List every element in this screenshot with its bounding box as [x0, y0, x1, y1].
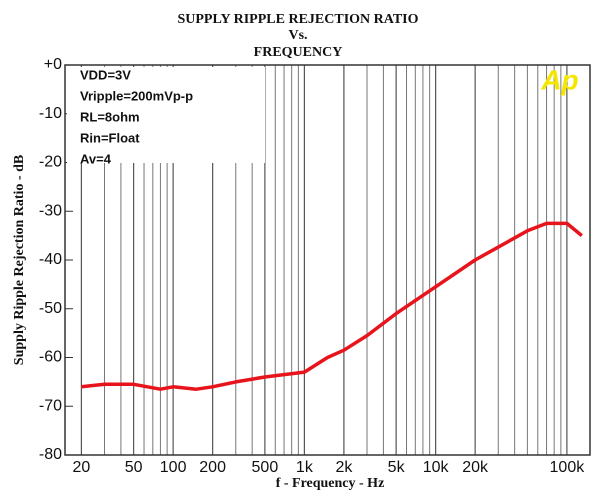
x-tick-label: 20k	[462, 459, 489, 476]
x-tick-label: 100	[160, 459, 187, 476]
x-tick-label: 1k	[296, 459, 314, 476]
y-tick-label: +0	[44, 56, 62, 73]
annotation: RL=8ohm	[80, 109, 140, 124]
annotation-box	[67, 67, 265, 163]
x-tick-label: 20	[72, 459, 90, 476]
y-tick-label: -30	[39, 202, 62, 219]
annotation: Vripple=200mVp-p	[80, 88, 193, 103]
x-tick-label: 5k	[388, 459, 406, 476]
y-tick-label: -40	[39, 251, 62, 268]
x-tick-label: 500	[252, 459, 279, 476]
x-tick-label: 2k	[335, 459, 353, 476]
data-line	[81, 221, 583, 391]
x-tick-label: 200	[199, 459, 226, 476]
y-axis-label: Supply Ripple Rejection Ratio - dB	[12, 155, 27, 365]
logo: Ap	[540, 64, 578, 95]
plot-frame	[64, 64, 591, 456]
y-tick-label: -50	[39, 300, 62, 317]
x-tick-label: 10k	[423, 459, 450, 476]
y-tick-label: -80	[39, 446, 62, 463]
y-tick-label: -60	[39, 349, 62, 366]
x-tick-label: 50	[125, 459, 143, 476]
x-tick-label: 100k	[550, 459, 586, 476]
chart-title: FREQUENCY	[254, 45, 343, 60]
x-axis-label: f - Frequency - Hz	[276, 476, 385, 491]
y-tick-label: -70	[39, 397, 62, 414]
annotation: VDD=3V	[80, 67, 131, 82]
y-tick-label: -20	[39, 154, 62, 171]
chart-title: SUPPLY RIPPLE REJECTION RATIO	[177, 12, 418, 27]
annotation: Av=4	[80, 151, 112, 166]
y-tick-label: -10	[39, 105, 62, 122]
chart-title: Vs.	[288, 28, 307, 43]
annotation: Rin=Float	[80, 130, 140, 145]
